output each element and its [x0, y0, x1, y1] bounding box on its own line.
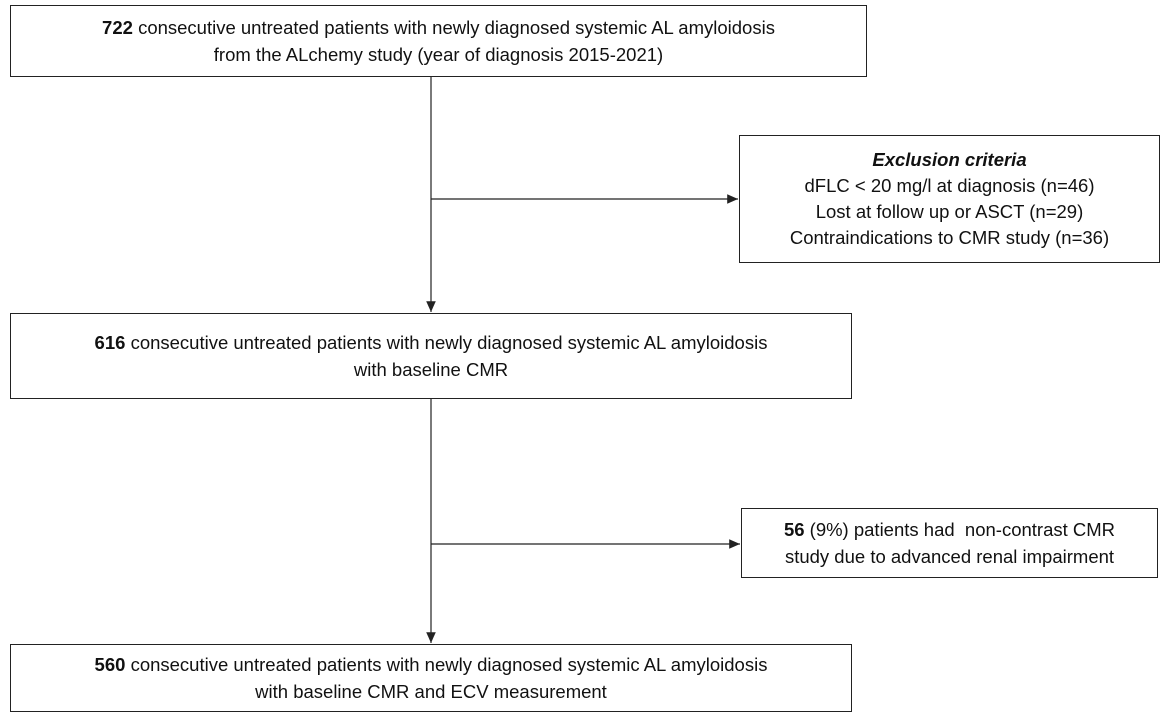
text: consecutive untreated patients with newl… — [130, 332, 768, 353]
count: 560 — [94, 654, 126, 675]
flow-box: 616 consecutive untreated patients with … — [10, 313, 852, 399]
text-line: 56 (9%) patients had non-contrast CMR — [784, 516, 1115, 543]
text: consecutive untreated patients with newl… — [138, 17, 775, 38]
side-box: 56 (9%) patients had non-contrast CMR st… — [741, 508, 1158, 578]
exclusion-box: Exclusion criteria dFLC < 20 mg/l at dia… — [739, 135, 1160, 263]
text-line: with baseline CMR — [353, 359, 509, 380]
text-line: from the ALchemy study (year of diagnosi… — [213, 44, 664, 65]
text-line: 616 consecutive untreated patients with … — [95, 329, 768, 356]
text-line: with baseline CMR and ECV measurement — [255, 681, 607, 702]
flow-box: 722 consecutive untreated patients with … — [10, 5, 867, 77]
text-line: 722 consecutive untreated patients with … — [102, 14, 775, 41]
title: Exclusion criteria — [872, 149, 1027, 170]
text-line: study due to advanced renal impairment — [784, 546, 1115, 567]
text-line: Contraindications to CMR study (n=36) — [789, 227, 1110, 248]
text-line: 560 consecutive untreated patients with … — [95, 651, 768, 678]
count: 56 — [783, 519, 805, 540]
count: 616 — [94, 332, 126, 353]
text: (9%) patients had non-contrast CMR — [809, 519, 1116, 540]
count: 722 — [102, 17, 133, 38]
text-line: Lost at follow up or ASCT (n=29) — [815, 201, 1084, 222]
flow-box: 560 consecutive untreated patients with … — [10, 644, 852, 712]
text-line: dFLC < 20 mg/l at diagnosis (n=46) — [804, 175, 1095, 196]
text: consecutive untreated patients with newl… — [130, 654, 768, 675]
